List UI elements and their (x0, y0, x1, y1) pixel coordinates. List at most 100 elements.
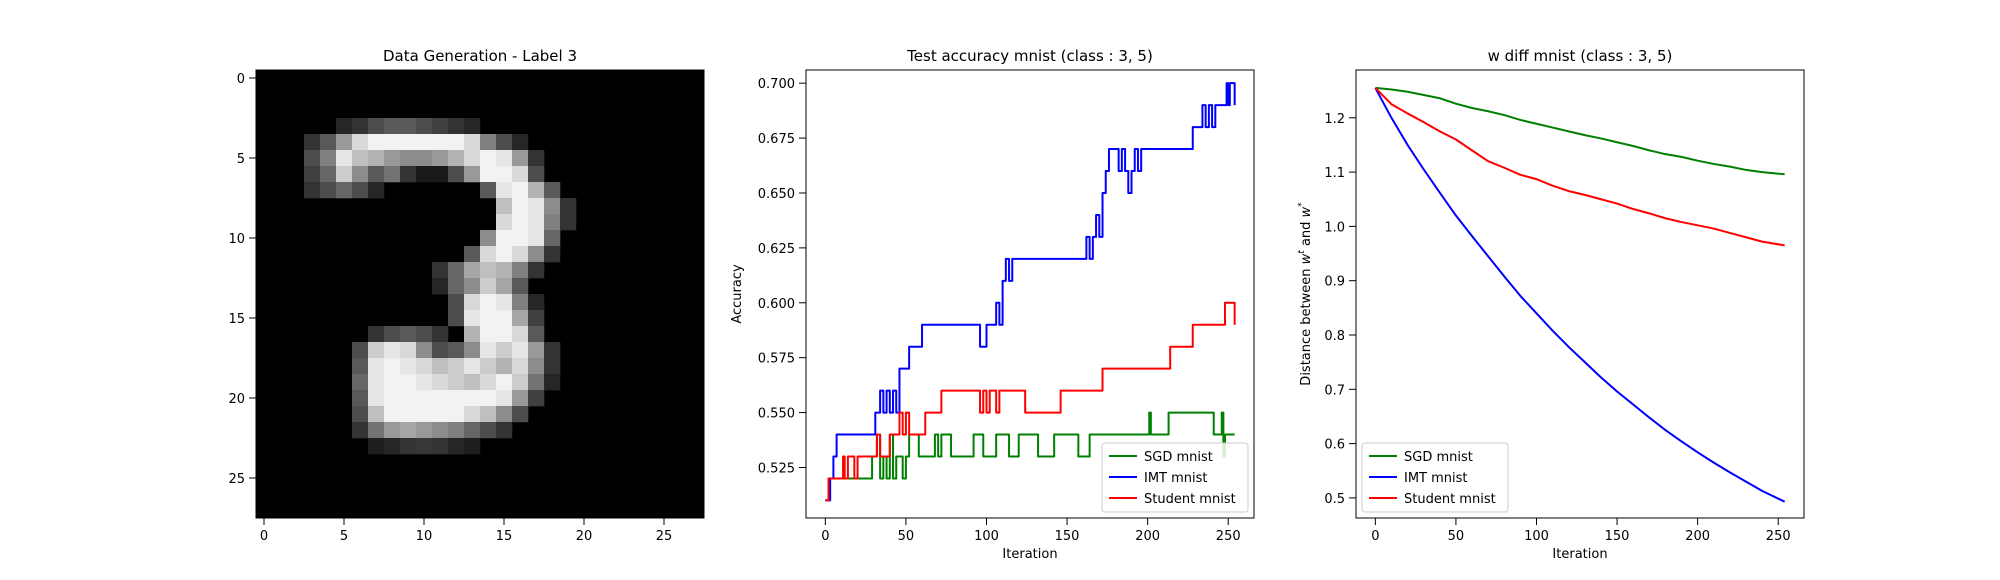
image-pixel (496, 406, 513, 423)
image-pixel (448, 118, 465, 135)
image-pixel (496, 358, 513, 375)
image-pixel (512, 150, 529, 167)
image-pixel (512, 358, 529, 375)
x-tick-label: 0 (821, 529, 829, 544)
y-tick-label: 0.700 (758, 77, 795, 92)
y-tick-label: 0.9 (1324, 275, 1345, 290)
image-pixel (464, 118, 481, 135)
panel3-legend-label-student: Student mnist (1404, 492, 1496, 507)
y-tick-label: 0.6 (1324, 438, 1345, 453)
image-pixel (448, 358, 465, 375)
image-pixel (400, 406, 417, 423)
panel2-y-label: Accuracy (730, 264, 745, 324)
y-tick-label: 0.8 (1324, 329, 1345, 344)
image-pixel (400, 326, 417, 343)
x-tick-label: 100 (1524, 529, 1549, 544)
image-pixel (448, 278, 465, 295)
image-pixel (528, 246, 545, 263)
image-pixel (496, 198, 513, 215)
image-pixel (496, 246, 513, 263)
image-pixel (544, 246, 561, 263)
image-pixel (528, 374, 545, 391)
image-pixel (368, 134, 385, 151)
image-pixel (416, 390, 433, 407)
y-tick-label: 5 (237, 152, 245, 167)
image-pixel (352, 342, 369, 359)
image-pixel (480, 294, 497, 311)
image-pixel (512, 374, 529, 391)
image-pixel (368, 390, 385, 407)
image-pixel (432, 390, 449, 407)
panel3-y-ticks: 0.5 0.6 0.7 0.8 0.9 1.0 1.1 1.2 (1324, 112, 1356, 507)
x-tick-label: 150 (1605, 529, 1630, 544)
panel1-title: Data Generation - Label 3 (383, 47, 577, 65)
image-pixel (400, 374, 417, 391)
image-pixel (448, 166, 465, 183)
image-pixel (384, 118, 401, 135)
image-pixel (496, 422, 513, 439)
image-pixel (480, 390, 497, 407)
y-tick-label: 0.650 (758, 187, 795, 202)
panel3-legend-label-sgd: SGD mnist (1404, 450, 1473, 465)
x-tick-label: 50 (898, 529, 915, 544)
image-pixel (352, 422, 369, 439)
image-pixel (560, 214, 577, 231)
panel-data-generation: Data Generation - Label 3 0 5 10 15 20 25 0 5 1… (228, 47, 705, 544)
panel3-legend: SGD mnist IMT mnist Student mnist (1361, 442, 1509, 513)
y-tick-label: 0.525 (758, 461, 795, 476)
image-pixel (528, 342, 545, 359)
image-pixel (496, 150, 513, 167)
image-pixel (416, 342, 433, 359)
image-pixel (352, 374, 369, 391)
image-pixel (432, 438, 449, 455)
image-pixel (496, 214, 513, 231)
panel1-x-ticks: 0 5 10 15 20 25 (260, 518, 672, 544)
image-pixel (384, 438, 401, 455)
image-pixel (464, 358, 481, 375)
image-pixel (512, 182, 529, 199)
image-pixel (480, 262, 497, 279)
image-pixel (528, 294, 545, 311)
image-pixel (464, 438, 481, 455)
image-pixel (464, 278, 481, 295)
panel-test-accuracy: Test accuracy mnist (class : 3, 5) 0 50 10… (730, 47, 1255, 562)
image-pixel (448, 342, 465, 359)
image-pixel (384, 166, 401, 183)
y-tick-label: 15 (228, 312, 245, 327)
image-pixel (528, 358, 545, 375)
image-pixel (528, 198, 545, 215)
panel2-y-ticks: 0.525 0.550 0.575 0.600 0.625 0.650 0.675 0.700 (758, 77, 806, 476)
image-pixel (304, 182, 321, 199)
image-pixel (384, 326, 401, 343)
image-pixel (496, 166, 513, 183)
panel3-title: w diff mnist (class : 3, 5) (1488, 47, 1673, 65)
image-pixel (496, 134, 513, 151)
image-pixel (432, 278, 449, 295)
panel2-legend-label-imt: IMT mnist (1144, 471, 1208, 486)
image-pixel (384, 342, 401, 359)
image-pixel (512, 342, 529, 359)
x-tick-label: 20 (576, 529, 593, 544)
y-tick-label: 0.575 (758, 352, 795, 367)
image-pixel (320, 134, 337, 151)
x-tick-label: 250 (1216, 529, 1241, 544)
image-pixel (512, 390, 529, 407)
image-pixel (368, 150, 385, 167)
image-pixel (352, 166, 369, 183)
image-pixel (352, 118, 369, 135)
image-pixel (368, 166, 385, 183)
y-tick-label: 20 (228, 392, 245, 407)
panel2-legend: SGD mnist IMT mnist Student mnist (1101, 442, 1249, 513)
image-pixel (464, 342, 481, 359)
image-pixel (416, 166, 433, 183)
image-pixel (480, 166, 497, 183)
y-tick-label: 1.0 (1324, 220, 1345, 235)
image-pixel (480, 406, 497, 423)
y-tick-label: 25 (228, 472, 245, 487)
image-pixel (464, 422, 481, 439)
image-pixel (528, 150, 545, 167)
image-pixel (544, 182, 561, 199)
panel2-x-label: Iteration (1002, 547, 1057, 562)
panel2-legend-label-sgd: SGD mnist (1144, 450, 1213, 465)
image-pixel (496, 278, 513, 295)
